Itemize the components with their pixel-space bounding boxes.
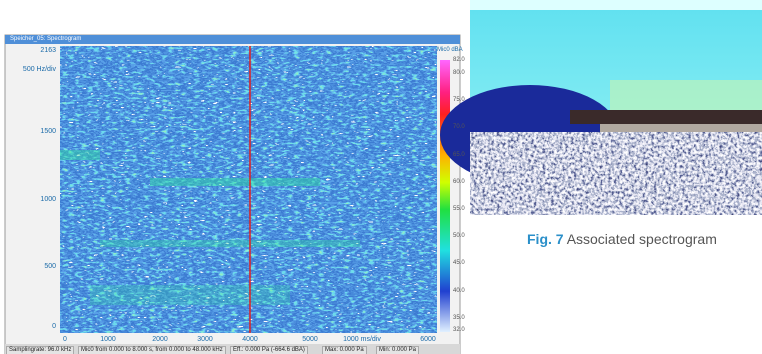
colorbar-tick: 50.0 <box>453 233 465 240</box>
y-axis-label: 500 Hz/div <box>22 66 56 73</box>
band <box>100 240 360 247</box>
caption-text: Associated spectrogram <box>566 231 717 247</box>
colorbar-tick: 82.0 <box>453 57 465 63</box>
colorbar-tick: 80.0 <box>453 70 465 76</box>
spectrogram <box>60 46 437 333</box>
status-field: Samplingrate: 96.0 kHz <box>6 346 75 354</box>
x-axis-label: 3000 <box>197 336 213 343</box>
colorbar-tick: 75.0 <box>453 97 465 104</box>
band <box>90 285 290 305</box>
colorbar-title: Mic0 dBA <box>437 47 463 53</box>
y-axis-label: 1500 <box>40 128 56 135</box>
x-axis-label: 4000 <box>242 336 258 343</box>
photo-sleeper <box>600 124 762 134</box>
y-axis-label: 0 <box>52 323 56 330</box>
colorbar-tick: 45.0 <box>453 260 465 267</box>
status-field: Min: 0.000 Pa <box>376 346 420 354</box>
status-field: Eff.: 0.000 Pa (-664.6 dBA) <box>230 346 308 354</box>
status-field: Max: 0.000 Pa <box>322 346 367 354</box>
band <box>60 150 100 160</box>
x-axis-label: 0 <box>63 336 67 343</box>
title-bar <box>5 35 460 44</box>
colorbar <box>440 60 450 332</box>
photo-light <box>610 80 762 110</box>
x-axis-label: 6000 <box>420 336 436 343</box>
caption: Fig. 7 Associated spectrogram <box>527 224 727 254</box>
y-axis-label: 500 <box>44 263 56 270</box>
photo-rail <box>570 110 762 124</box>
photo-top <box>470 0 762 10</box>
colorbar-tick: 65.0 <box>453 151 465 158</box>
colorbar-tick: 32.0 <box>453 327 465 333</box>
x-axis-label: 2000 <box>152 336 168 343</box>
y-axis-label: 2163 <box>40 47 56 54</box>
colorbar-tick: 70.0 <box>453 124 465 131</box>
x-axis-label: 1000 <box>100 336 116 343</box>
colorbar-tick: 55.0 <box>453 206 465 212</box>
x-axis-label: 1000 ms/div <box>343 336 381 343</box>
y-axis-label: 1000 <box>40 196 56 203</box>
photo-gravel <box>470 132 762 215</box>
window-title: Speicher_05: Spectrogram <box>10 36 82 42</box>
colorbar-tick: 60.0 <box>453 178 465 185</box>
caption-label: Fig. 7 <box>527 231 564 247</box>
band <box>150 178 320 186</box>
x-axis-label: 5000 <box>302 336 318 343</box>
colorbar-tick: 35.0 <box>453 314 465 321</box>
colorbar-tick: 40.0 <box>453 287 465 294</box>
status-field: Mic0 from 0.000 to 8.000 s, from 0.000 t… <box>78 346 226 354</box>
